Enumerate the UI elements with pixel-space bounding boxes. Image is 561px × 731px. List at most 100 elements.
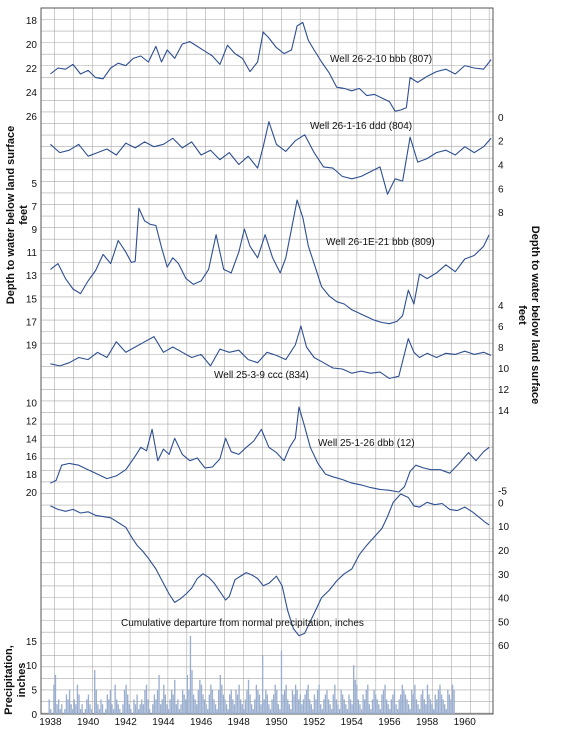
precip-bar	[420, 694, 422, 714]
precip-bar	[241, 704, 243, 714]
series-label: Well 26-1-16 ddd (804)	[310, 121, 412, 132]
series-labels: Well 26-2-10 bbb (807) Well 26-1-16 ddd (…	[121, 54, 435, 629]
precip-bar	[136, 694, 138, 714]
precip-bar	[76, 684, 79, 714]
precip-bar	[155, 699, 157, 714]
precip-bar	[411, 689, 413, 714]
precip-bar	[159, 704, 162, 714]
tick-label: 22	[26, 64, 38, 75]
precip-bar	[356, 684, 358, 714]
precip-bar	[417, 704, 419, 714]
precip-bar	[101, 704, 104, 714]
tick-label: 0	[498, 113, 504, 124]
x-tick-label: 1960	[454, 717, 477, 728]
precip-bar	[116, 699, 118, 714]
x-tick-label: 1958	[416, 717, 439, 728]
precip-bar	[48, 699, 50, 714]
precip-bar	[288, 704, 290, 714]
precip-bar	[119, 709, 121, 714]
x-tick-label: 1946	[190, 717, 213, 728]
series-line	[50, 199, 490, 325]
precip-bar	[57, 699, 60, 714]
precip-bar	[216, 709, 218, 714]
tick-label: 16	[26, 452, 38, 463]
precip-bar	[112, 709, 115, 714]
precip-bar	[291, 689, 294, 714]
tick-label: 11	[27, 248, 38, 259]
precip-bar	[407, 704, 410, 714]
precip-bar	[376, 699, 378, 714]
precip-bar	[211, 689, 214, 714]
precip-bar	[263, 699, 265, 714]
precip-bar	[89, 704, 91, 714]
precip-bar	[342, 694, 344, 714]
tick-label: 17	[26, 317, 38, 328]
precip-bar	[294, 684, 297, 714]
tick-label: -5	[498, 486, 507, 497]
tick-label: 40	[498, 594, 510, 605]
precip-bar	[305, 689, 308, 714]
precip-bar	[313, 694, 316, 714]
precip-bar	[296, 689, 298, 714]
precip-bar	[445, 709, 447, 714]
tick-label: 24	[26, 88, 38, 99]
precip-bar	[203, 699, 206, 714]
precip-bar	[73, 699, 75, 714]
precip-bar	[440, 694, 443, 714]
precip-bar	[334, 684, 336, 714]
tick-label: 20	[498, 546, 510, 557]
precip-bar	[54, 674, 57, 714]
precip-bar	[309, 699, 311, 714]
x-tick-label: 1952	[303, 717, 326, 728]
precip-bar	[359, 704, 361, 714]
precip-bar	[367, 684, 369, 714]
precip-bar	[448, 694, 451, 714]
precip-bar	[218, 689, 220, 714]
x-tick-label: 1944	[152, 717, 175, 728]
precip-bar	[117, 704, 119, 714]
precip-bar	[362, 694, 364, 714]
precip-bar	[238, 684, 240, 714]
precip-bar	[298, 699, 300, 714]
precip-bar	[247, 679, 250, 714]
series-line	[50, 121, 492, 195]
precip-bar	[331, 709, 333, 714]
precip-bar	[395, 704, 397, 714]
precip-bar	[177, 699, 179, 714]
precip-bar	[447, 689, 449, 714]
precip-bar	[318, 684, 320, 714]
precip-bar	[50, 709, 52, 714]
precip-bar	[153, 694, 156, 714]
precip-bar	[139, 704, 141, 714]
precip-bar	[277, 704, 280, 714]
series-lines	[50, 21, 492, 637]
precip-bar	[365, 689, 367, 714]
precip-bar	[186, 674, 188, 714]
precip-bar	[360, 709, 363, 714]
precip-bar	[163, 684, 165, 714]
precip-bar	[293, 694, 295, 714]
tick-label: 5	[31, 686, 37, 697]
precip-bar	[321, 709, 323, 714]
precip-bar	[225, 704, 228, 714]
precip-bar	[148, 709, 151, 714]
precip-bar	[56, 704, 58, 714]
tick-label: 9	[31, 225, 37, 236]
precip-bar	[174, 679, 176, 714]
precip-bar	[95, 689, 97, 714]
precip-bar	[236, 694, 239, 714]
precip-bar	[310, 704, 312, 714]
precip-bar	[266, 694, 269, 714]
precip-bar	[207, 709, 209, 714]
precip-bar	[123, 689, 126, 714]
series-line	[50, 406, 490, 493]
precip-bar	[349, 699, 352, 714]
tick-label: 2	[498, 137, 504, 148]
precip-bar	[260, 704, 262, 714]
precip-bar	[401, 684, 403, 714]
x-tick-label: 1954	[341, 717, 364, 728]
precip-bar	[302, 699, 305, 714]
precip-bar	[403, 689, 405, 714]
precip-bar	[75, 704, 77, 714]
precip-bar	[84, 709, 86, 714]
